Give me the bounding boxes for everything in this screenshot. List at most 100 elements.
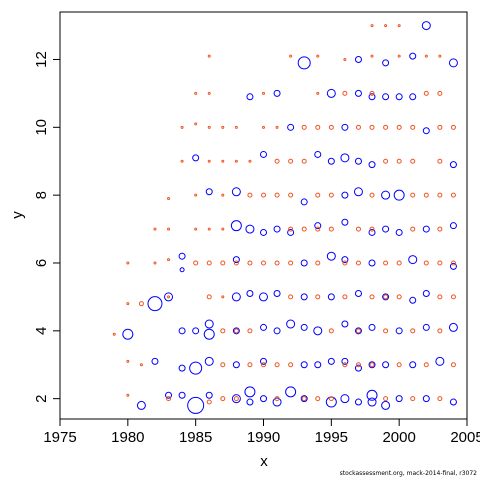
data-point [206,260,212,266]
data-point [126,393,130,397]
data-point [353,187,363,197]
data-point [450,294,456,300]
data-point [437,294,443,300]
data-point [260,150,267,158]
data-point [220,362,226,368]
data-point [221,125,225,129]
data-point [450,362,456,368]
data-point [421,21,431,31]
data-point [370,24,374,28]
data-point [314,222,322,230]
data-point [422,225,430,233]
data-point [274,192,280,198]
data-point [422,290,430,298]
data-point [301,226,307,232]
data-point [286,319,296,329]
data-point [354,364,362,372]
data-point [220,396,226,402]
data-point [274,260,280,266]
x-tick-label: 2000 [382,429,415,446]
y-tick-label: 10 [33,119,50,136]
data-point [288,226,294,232]
data-point [313,326,323,336]
data-point [409,52,417,60]
data-point [165,391,173,399]
data-point [233,396,239,402]
y-axis-title: y [9,211,26,219]
data-point [206,294,212,300]
data-point [449,398,457,406]
x-tick-label: 1975 [43,429,76,446]
data-point [368,161,376,169]
data-point [247,192,253,198]
data-point [328,396,334,402]
data-point [327,357,335,365]
data-point [409,93,417,101]
data-point [233,260,239,266]
data-point [288,260,294,266]
y-axis: 2 4 6 8 10 12 [33,51,60,403]
data-point [178,252,186,260]
data-point [139,363,143,367]
data-point [193,260,199,266]
data-point [382,93,390,101]
data-point [221,227,225,231]
data-point [438,54,442,58]
data-point [232,256,240,264]
data-point [383,328,389,334]
data-point [368,93,376,101]
data-point [341,123,349,131]
data-point [382,361,390,369]
data-point [259,292,268,302]
data-point [221,295,225,299]
data-point [205,391,213,399]
data-point [187,396,205,414]
data-point [341,191,349,199]
x-tick-label: 1995 [315,429,348,446]
data-point [178,364,186,372]
data-point [126,261,130,265]
data-point [192,327,200,335]
data-point [410,328,416,334]
data-point [326,251,336,261]
data-point [366,389,378,401]
data-point [315,396,321,402]
data-point [437,124,443,130]
data-point [396,158,402,164]
data-point [355,260,361,266]
data-point [262,91,265,95]
data-point [273,225,281,233]
data-point [384,24,388,28]
data-point [381,190,391,200]
data-point [178,327,186,335]
data-point [341,256,349,264]
data-point [369,90,375,96]
data-point [408,255,418,265]
data-point [288,294,294,300]
data-point [382,293,390,301]
data-point [369,362,375,368]
data-point [437,192,443,198]
data-point [147,296,163,312]
data-point [397,54,401,58]
data-point [315,294,321,300]
data-point [230,220,242,232]
data-point [342,90,348,96]
data-point [410,226,416,232]
data-point [232,327,240,335]
data-point [437,396,443,402]
data-point [450,260,456,266]
data-point [221,193,225,197]
data-point [301,396,307,402]
data-point [340,394,350,404]
data-point [437,158,443,164]
data-point [450,192,456,198]
data-point [207,54,211,58]
data-point [112,332,116,336]
data-point [231,187,241,197]
data-point [122,328,134,340]
data-point [448,58,458,68]
y-tick-label: 12 [33,51,50,68]
y-tick-label: 2 [33,394,50,402]
